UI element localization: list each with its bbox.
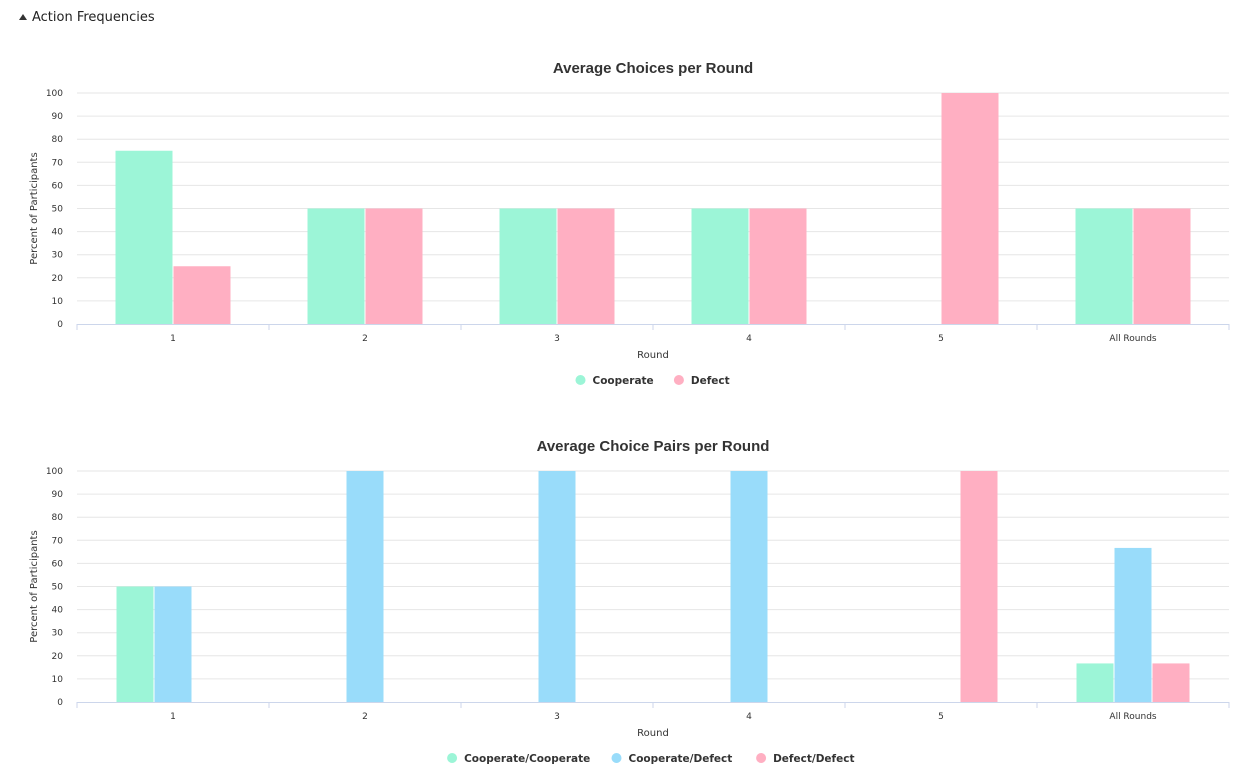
chart1-bar-cooperate-2[interactable] bbox=[307, 208, 365, 325]
chart1-y-tick-label: 60 bbox=[52, 181, 64, 191]
chart1-bar-defect-4[interactable] bbox=[749, 208, 807, 325]
legend-swatch-defect-defect bbox=[756, 753, 767, 763]
chart1-x-axis-title: Round bbox=[637, 350, 669, 361]
chart2-y-axis-title: Percent of Participants bbox=[29, 530, 40, 642]
chart2-bar-cooperate-defect-1[interactable] bbox=[154, 586, 192, 703]
chart2-x-tick-label: All Rounds bbox=[1109, 712, 1156, 722]
chart1-x-tick-label: 4 bbox=[746, 334, 752, 344]
chart1-bar-cooperate-all-rounds[interactable] bbox=[1075, 208, 1133, 325]
chart2-x-tick-label: 1 bbox=[170, 712, 176, 722]
choice-pairs-bar-chart: Average Choice Pairs per Round 0 10 20 30 40 5… bbox=[29, 438, 1230, 765]
legend-label-cooperate: Cooperate bbox=[593, 375, 654, 387]
legend-label-defect: Defect bbox=[691, 375, 730, 387]
chart2-x-tick-label: 2 bbox=[362, 712, 368, 722]
chart2-y-tick-label: 60 bbox=[52, 559, 64, 569]
chart1-y-tick-label: 40 bbox=[52, 228, 64, 238]
chart1-y-tick-label: 90 bbox=[52, 112, 64, 122]
chart1-y-tick-label: 10 bbox=[52, 297, 64, 307]
chart2-x-tick-label: 4 bbox=[746, 712, 752, 722]
chart2-bar-cooperate-defect-4[interactable] bbox=[730, 471, 768, 702]
chart2-y-tick-label: 0 bbox=[57, 698, 63, 708]
chart2-y-tick-label: 20 bbox=[52, 652, 64, 662]
legend-swatch-cooperate-cooperate bbox=[447, 753, 458, 763]
section-title: Action Frequencies bbox=[32, 9, 155, 25]
caret-up-icon bbox=[19, 13, 27, 20]
chart2-bar-cooperate-defect-3[interactable] bbox=[538, 471, 576, 702]
chart2-bar-defect-defect-5[interactable] bbox=[960, 471, 998, 702]
chart2-y-tick-label: 70 bbox=[52, 536, 64, 546]
chart1-y-tick-label: 20 bbox=[52, 274, 64, 284]
chart1-title: Average Choices per Round bbox=[553, 60, 753, 77]
legend-item-defect[interactable]: Defect bbox=[673, 375, 730, 387]
chart1-bar-defect-all-rounds[interactable] bbox=[1133, 208, 1191, 325]
legend-swatch-cooperate-defect bbox=[611, 753, 622, 763]
chart1-bar-defect-2[interactable] bbox=[365, 208, 423, 325]
chart1-x-tick-label: All Rounds bbox=[1109, 334, 1156, 344]
chart1-y-tick-label: 30 bbox=[52, 251, 64, 261]
chart2-y-tick-label: 90 bbox=[52, 490, 64, 500]
chart2-y-tick-label: 30 bbox=[52, 629, 64, 639]
chart2-y-tick-label: 100 bbox=[46, 467, 63, 477]
chart2-bar-defect-defect-all-rounds[interactable] bbox=[1152, 663, 1190, 702]
chart1-y-tick-label: 80 bbox=[52, 135, 64, 145]
chart2-bar-cooperate-defect-2[interactable] bbox=[346, 471, 384, 702]
chart2-y-tick-label: 80 bbox=[52, 513, 64, 523]
chart1-y-tick-label: 100 bbox=[46, 89, 63, 99]
chart1-bar-cooperate-1[interactable] bbox=[115, 150, 173, 324]
chart1-y-tick-label: 50 bbox=[52, 205, 64, 215]
chart1-y-tick-label: 70 bbox=[52, 158, 64, 168]
legend-swatch-cooperate bbox=[575, 375, 586, 385]
chart2-title: Average Choice Pairs per Round bbox=[537, 438, 770, 455]
chart2-y-tick-label: 40 bbox=[52, 606, 64, 616]
chart1-x-tick-label: 5 bbox=[938, 334, 944, 344]
legend-item-cooperate-cooperate[interactable]: Cooperate/Cooperate bbox=[447, 753, 590, 765]
legend-label-cooperate-defect: Cooperate/Defect bbox=[629, 753, 733, 765]
chart1-x-tick-label: 3 bbox=[554, 334, 560, 344]
legend-item-cooperate[interactable]: Cooperate bbox=[575, 375, 654, 387]
legend-item-cooperate-defect[interactable]: Cooperate/Defect bbox=[611, 753, 733, 765]
legend-label-defect-defect: Defect/Defect bbox=[773, 753, 854, 765]
chart2-bar-cooperate-defect-all-rounds[interactable] bbox=[1114, 547, 1152, 702]
chart2-bar-cooperate-cooperate-all-rounds[interactable] bbox=[1076, 663, 1114, 702]
chart2-x-tick-label: 5 bbox=[938, 712, 944, 722]
chart1-bar-cooperate-3[interactable] bbox=[499, 208, 557, 325]
chart2-x-tick-label: 3 bbox=[554, 712, 560, 722]
legend-swatch-defect bbox=[673, 375, 684, 385]
chart2-y-tick-label: 10 bbox=[52, 675, 64, 685]
chart1-bar-defect-1[interactable] bbox=[173, 266, 231, 324]
chart1-x-tick-label: 1 bbox=[170, 334, 176, 344]
chart2-x-axis-title: Round bbox=[637, 728, 669, 739]
chart1-y-tick-label: 0 bbox=[57, 320, 63, 330]
legend-item-defect-defect[interactable]: Defect/Defect bbox=[756, 753, 854, 765]
chart1-bar-defect-5[interactable] bbox=[941, 93, 999, 324]
legend-label-cooperate-cooperate: Cooperate/Cooperate bbox=[464, 753, 590, 765]
chart1-x-tick-label: 2 bbox=[362, 334, 368, 344]
chart1-y-axis-title: Percent of Participants bbox=[29, 152, 40, 264]
chart2-y-tick-label: 50 bbox=[52, 583, 64, 593]
action-frequencies-toggle[interactable]: Action Frequencies bbox=[19, 8, 155, 26]
chart2-bar-cooperate-cooperate-1[interactable] bbox=[116, 586, 154, 703]
choices-bar-chart: Average Choices per Round 0 10 20 30 40 50 60 70… bbox=[29, 60, 1230, 387]
chart1-bar-cooperate-4[interactable] bbox=[691, 208, 749, 325]
chart1-bar-defect-3[interactable] bbox=[557, 208, 615, 325]
